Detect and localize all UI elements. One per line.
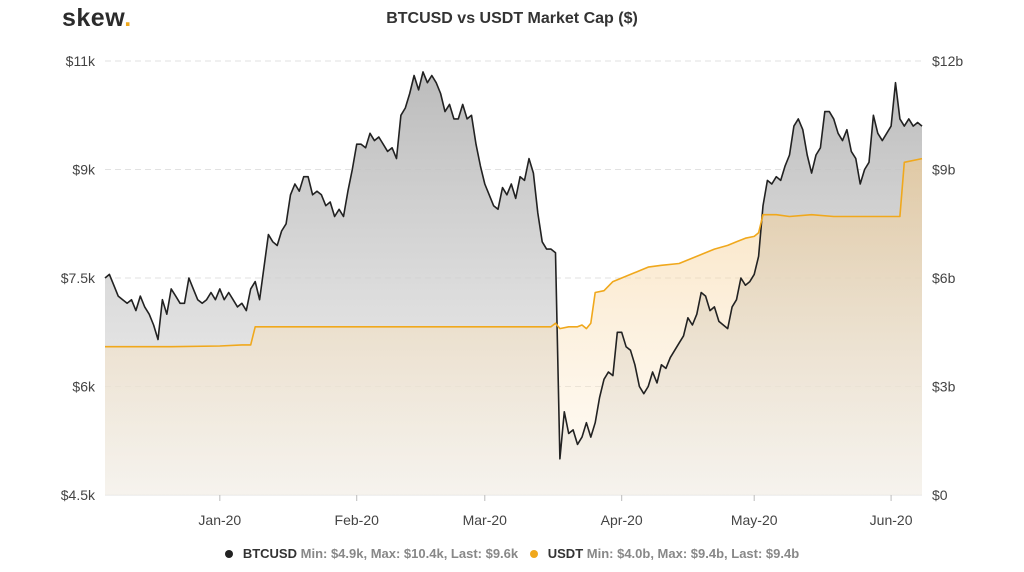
series-lines — [104, 71, 923, 460]
right-tick-label: $3b — [932, 379, 956, 395]
btcusd-series-line[interactable] — [104, 71, 923, 460]
usdt-series-line[interactable] — [105, 157, 923, 348]
left-tick-label: $6k — [72, 379, 96, 395]
legend-name: USDT — [547, 546, 584, 561]
x-tick-label: Apr-20 — [601, 512, 643, 528]
right-tick-label: $9b — [932, 162, 956, 178]
right-axis: $12b $9b $6b $3b $0 — [932, 53, 963, 503]
x-tick-label: Feb-20 — [335, 512, 380, 528]
legend-stats: Min: $4.0b, Max: $9.4b, Last: $9.4b — [586, 546, 800, 561]
brand-dot: . — [124, 4, 132, 32]
legend-item-usdt[interactable]: USDT Min: $4.0b, Max: $9.4b, Last: $9.4b — [529, 546, 800, 561]
legend-item-btcusd[interactable]: BTCUSD Min: $4.9k, Max: $10.4k, Last: $9… — [224, 546, 519, 561]
skew-logo: skew. — [62, 4, 132, 33]
left-axis: $11k $9k $7.5k $6k $4.5k — [61, 53, 96, 503]
series-areas — [105, 71, 922, 496]
legend-stats: Min: $4.9k, Max: $10.4k, Last: $9.6k — [300, 546, 519, 561]
left-tick-label: $11k — [66, 53, 96, 69]
left-tick-label: $7.5k — [61, 270, 96, 286]
chart-title: BTCUSD vs USDT Market Cap ($) — [386, 10, 638, 27]
right-tick-label: $6b — [932, 270, 956, 286]
x-tick-label: May-20 — [731, 512, 778, 528]
left-tick-label: $9k — [72, 162, 96, 178]
legend-dot-icon — [529, 549, 538, 558]
legend-name: BTCUSD — [242, 546, 297, 561]
right-tick-label: $12b — [932, 53, 963, 69]
x-axis: Jan-20 Feb-20 Mar-20 Apr-20 May-20 Jun-20 — [198, 495, 913, 528]
legend: BTCUSD Min: $4.9k, Max: $10.4k, Last: $9… — [0, 546, 1024, 561]
x-tick-label: Jan-20 — [198, 512, 241, 528]
right-tick-label: $0 — [932, 487, 948, 503]
legend-dot-icon — [224, 549, 233, 558]
left-tick-label: $4.5k — [61, 487, 96, 503]
x-tick-label: Jun-20 — [870, 512, 913, 528]
brand-name: skew — [62, 4, 125, 32]
x-tick-label: Mar-20 — [463, 512, 508, 528]
